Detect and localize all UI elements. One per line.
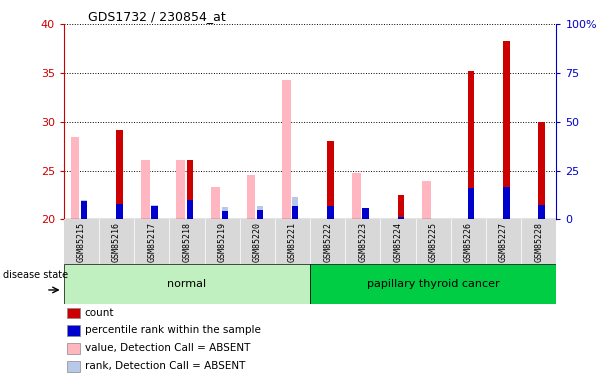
Bar xyxy=(538,202,545,219)
Bar xyxy=(67,308,80,318)
Bar xyxy=(292,197,299,219)
Bar xyxy=(503,187,510,219)
Text: GSM85225: GSM85225 xyxy=(429,222,438,262)
Text: GSM85218: GSM85218 xyxy=(182,222,192,262)
Bar xyxy=(503,41,510,219)
Text: GSM85222: GSM85222 xyxy=(323,222,332,262)
Bar xyxy=(362,208,369,219)
Bar xyxy=(538,205,545,219)
Bar xyxy=(282,80,291,219)
Bar xyxy=(310,264,556,304)
Text: GSM85227: GSM85227 xyxy=(499,222,508,262)
Bar xyxy=(468,71,474,219)
Text: disease state: disease state xyxy=(2,270,67,280)
Bar xyxy=(141,160,150,219)
Bar xyxy=(67,361,80,372)
Bar xyxy=(151,205,157,219)
Text: GSM85215: GSM85215 xyxy=(77,222,86,262)
Bar xyxy=(327,141,334,219)
Bar xyxy=(423,182,431,219)
Text: papillary thyroid cancer: papillary thyroid cancer xyxy=(367,279,500,289)
Text: GSM85221: GSM85221 xyxy=(288,222,297,262)
Bar xyxy=(352,172,361,219)
Text: value, Detection Call = ABSENT: value, Detection Call = ABSENT xyxy=(85,343,250,353)
Bar xyxy=(222,207,228,219)
Bar xyxy=(67,326,80,336)
Bar xyxy=(116,204,123,219)
Text: GSM85220: GSM85220 xyxy=(253,222,262,262)
Bar xyxy=(187,200,193,219)
Text: GSM85216: GSM85216 xyxy=(112,222,121,262)
Bar xyxy=(116,130,123,219)
Bar xyxy=(176,160,185,219)
Bar xyxy=(222,211,228,219)
Bar xyxy=(247,174,255,219)
Bar xyxy=(468,188,474,219)
Bar xyxy=(292,206,299,219)
Bar xyxy=(67,343,80,354)
Bar xyxy=(81,201,88,219)
Bar xyxy=(327,206,334,219)
Text: GDS1732 / 230854_at: GDS1732 / 230854_at xyxy=(89,10,226,23)
Text: GSM85224: GSM85224 xyxy=(393,222,402,262)
Bar xyxy=(151,206,157,219)
Text: GSM85217: GSM85217 xyxy=(147,222,156,262)
Text: GSM85223: GSM85223 xyxy=(358,222,367,262)
Bar xyxy=(398,217,404,219)
Bar xyxy=(71,136,80,219)
Text: GSM85228: GSM85228 xyxy=(534,222,543,262)
Bar xyxy=(257,206,263,219)
Text: rank, Detection Call = ABSENT: rank, Detection Call = ABSENT xyxy=(85,361,245,371)
Bar xyxy=(538,122,545,219)
Text: normal: normal xyxy=(167,279,207,289)
Bar xyxy=(81,200,88,219)
Bar xyxy=(64,264,310,304)
Bar xyxy=(212,187,220,219)
Text: count: count xyxy=(85,308,114,318)
Text: GSM85226: GSM85226 xyxy=(464,222,473,262)
Bar xyxy=(257,210,263,219)
Bar xyxy=(398,195,404,219)
Text: GSM85219: GSM85219 xyxy=(218,222,227,262)
Text: percentile rank within the sample: percentile rank within the sample xyxy=(85,326,260,336)
Bar xyxy=(187,160,193,219)
